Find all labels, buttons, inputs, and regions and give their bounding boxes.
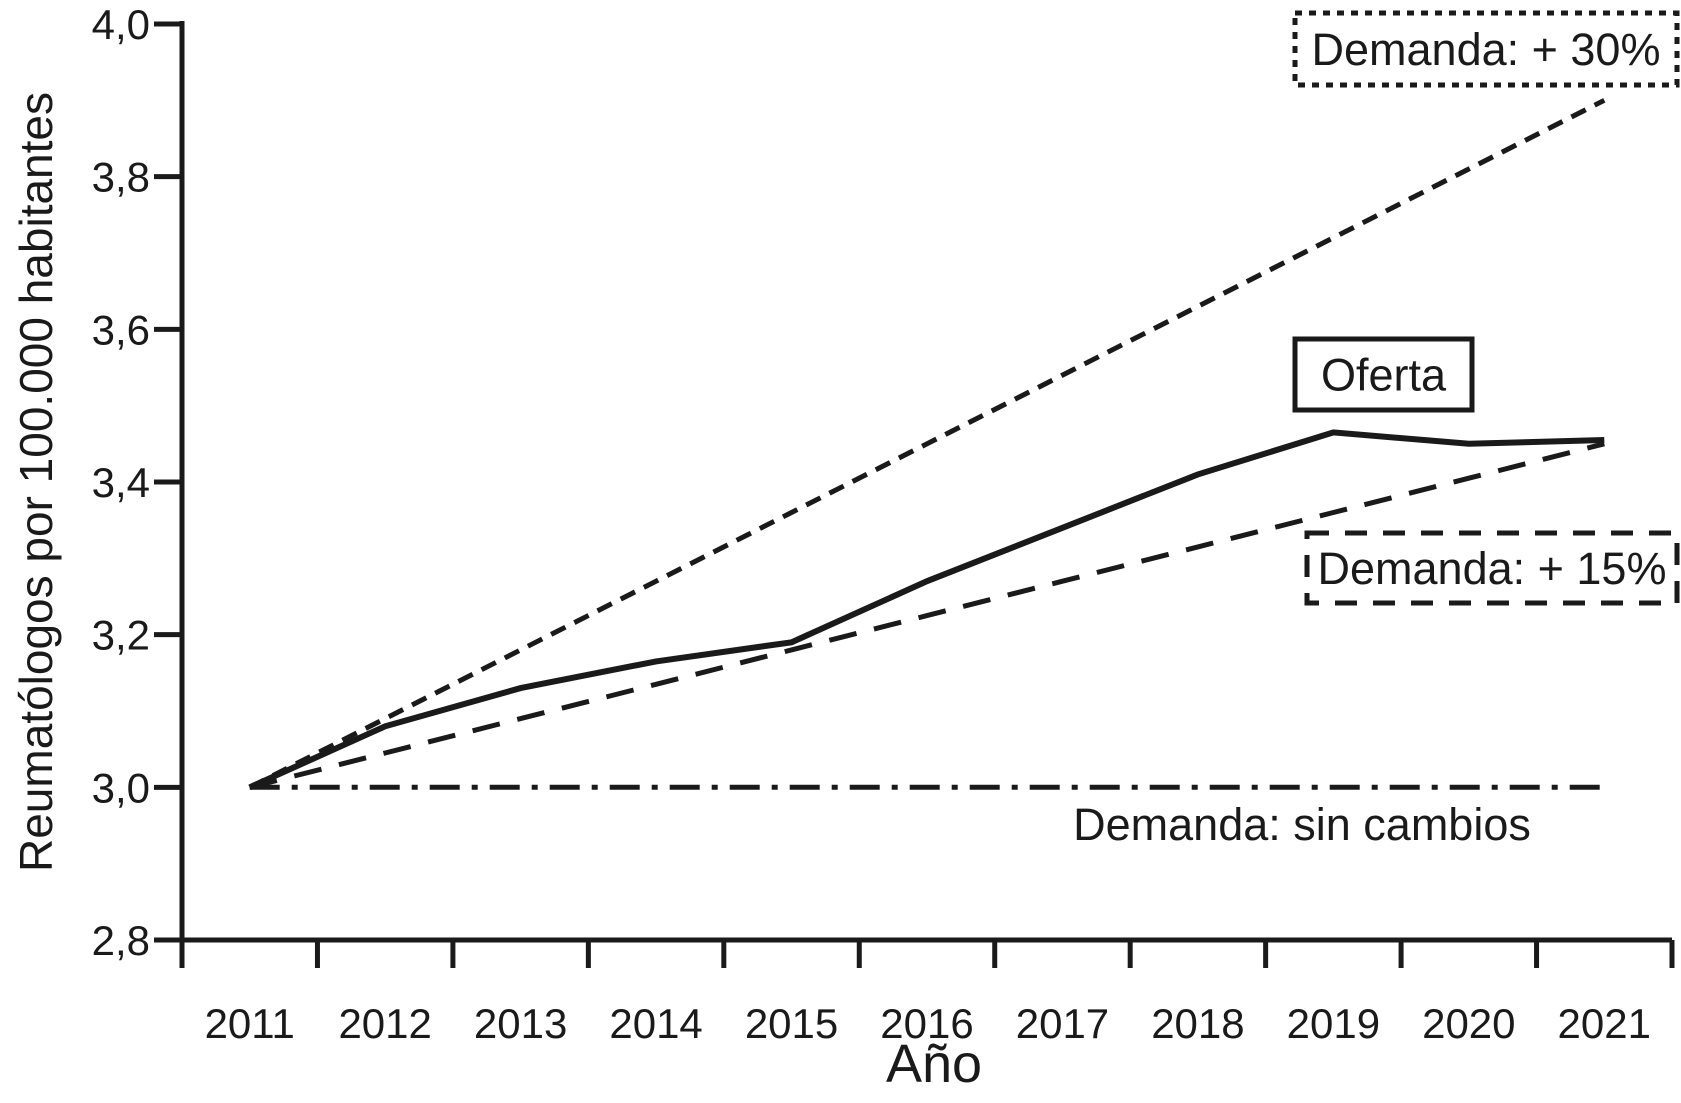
series-line-demanda-15 bbox=[249, 441, 1605, 790]
y-axis-title: Reumatólogos por 100.000 habitantes bbox=[10, 92, 62, 872]
x-tick-label: 2020 bbox=[1422, 1000, 1515, 1047]
x-tick-label: 2013 bbox=[474, 1000, 567, 1047]
annotation-label: Demanda: + 30% bbox=[1312, 24, 1661, 75]
y-tick-label: 4,0 bbox=[92, 1, 150, 48]
x-tick-label: 2017 bbox=[1016, 1000, 1109, 1047]
x-tick-label: 2012 bbox=[338, 1000, 431, 1047]
series-line-demanda-30 bbox=[248, 98, 1606, 790]
x-tick-label: 2016 bbox=[880, 1000, 973, 1047]
annotation-box bbox=[1292, 10, 1680, 88]
annotation-box bbox=[1292, 336, 1475, 413]
y-tick-label: 3,0 bbox=[92, 764, 150, 811]
x-tick-label: 2019 bbox=[1287, 1000, 1380, 1047]
annotation-label: Demanda: + 15% bbox=[1318, 543, 1667, 594]
y-tick-label: 2,8 bbox=[92, 917, 150, 964]
y-tick-label: 3,4 bbox=[92, 459, 150, 506]
x-tick-label: 2011 bbox=[205, 1000, 295, 1047]
series-line-oferta bbox=[248, 429, 1605, 791]
x-axis-title: Año bbox=[886, 1034, 982, 1094]
y-tick-label: 3,2 bbox=[92, 612, 150, 659]
x-tick-label: 2014 bbox=[609, 1000, 702, 1047]
annotation-label: Oferta bbox=[1321, 350, 1447, 401]
x-tick-label: 2021 bbox=[1558, 1000, 1651, 1047]
y-tick-label: 3,8 bbox=[92, 154, 150, 201]
annotation-box bbox=[1304, 530, 1680, 606]
y-tick-label: 3,6 bbox=[92, 306, 150, 353]
x-tick-label: 2015 bbox=[745, 1000, 838, 1047]
x-tick-label: 2018 bbox=[1151, 1000, 1244, 1047]
annotation-label: Demanda: sin cambios bbox=[1073, 799, 1531, 850]
